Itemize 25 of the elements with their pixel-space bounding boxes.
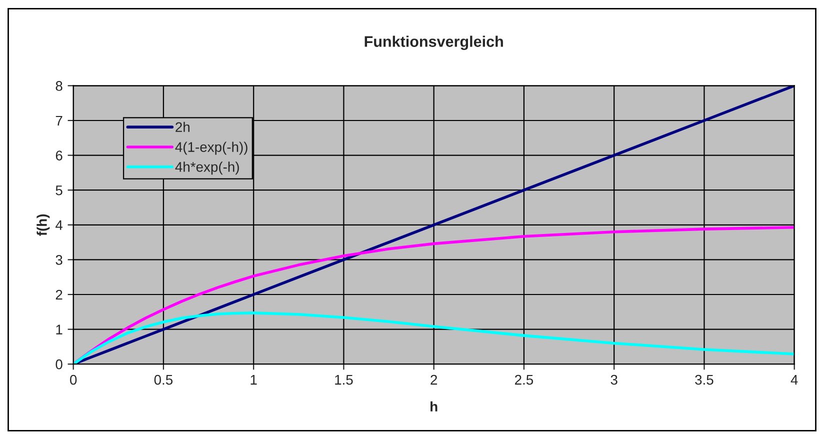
- y-tick-label: 2: [56, 290, 62, 300]
- chart-title: Funktionsvergleich: [364, 36, 503, 50]
- y-tick-label: 5: [56, 186, 62, 196]
- x-tick-label: 3: [610, 374, 618, 385]
- y-axis-title: f(h): [36, 214, 50, 236]
- y-tick-label: 1: [56, 324, 62, 334]
- y-tick-label: 6: [56, 150, 62, 160]
- y-tick-label: 3: [56, 255, 62, 265]
- x-tick-label: 1.5: [335, 375, 353, 385]
- x-axis-title: h: [430, 401, 438, 412]
- x-tick-label: 4: [790, 375, 798, 385]
- x-tick-label: 3.5: [695, 374, 714, 385]
- legend-label: 4h*exp(-h): [175, 162, 239, 175]
- y-tick-label: 8: [56, 81, 62, 91]
- y-tick-label: 7: [56, 116, 62, 126]
- x-tick-label: 0.5: [154, 374, 173, 385]
- y-tick-label: 4: [56, 220, 63, 230]
- x-tick-label: 1: [250, 375, 257, 385]
- legend-label: 4(1-exp(-h)): [175, 142, 248, 155]
- line-series: [73, 86, 794, 364]
- x-tick-label: 2.5: [515, 374, 534, 385]
- x-tick-label: 2: [430, 374, 437, 385]
- y-tick-label: 0: [56, 359, 62, 370]
- legend-label: 2h: [176, 122, 190, 132]
- x-tick-label: 0: [70, 374, 77, 385]
